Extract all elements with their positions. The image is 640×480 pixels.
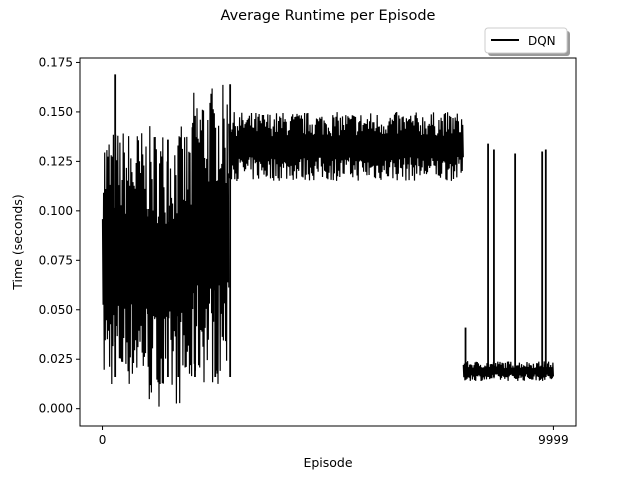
y-axis-label: Time (seconds) xyxy=(10,194,25,290)
legend-box xyxy=(484,27,568,54)
series-segment xyxy=(192,84,230,384)
y-tick-label: 0.175 xyxy=(39,55,73,69)
x-axis-label: Episode xyxy=(303,455,352,470)
series-layer xyxy=(101,74,554,407)
y-tick-label: 0.025 xyxy=(39,352,73,366)
plot-frame xyxy=(79,57,577,427)
legend-label: DQN xyxy=(528,34,556,48)
x-axis-ticks: 0 9999 xyxy=(99,426,569,447)
chart-title: Average Runtime per Episode xyxy=(221,8,436,24)
y-tick-label: 0.050 xyxy=(39,303,73,317)
x-tick-label: 9999 xyxy=(538,433,569,447)
series-segment xyxy=(147,126,194,407)
y-tick-label: 0.075 xyxy=(39,253,73,267)
y-tick-label: 0.100 xyxy=(39,204,73,218)
series-segment xyxy=(228,111,464,182)
y-axis-ticks: 0.000 0.025 0.050 0.075 0.100 0.125 0.150 0.175 xyxy=(39,55,80,416)
series-segment xyxy=(462,361,554,382)
y-tick-label: 0.125 xyxy=(39,154,73,168)
y-tick-label: 0.000 xyxy=(39,402,73,416)
legend: DQN xyxy=(484,27,570,56)
x-tick-label: 0 xyxy=(99,433,107,447)
y-tick-label: 0.150 xyxy=(39,105,73,119)
series-segment xyxy=(101,133,149,385)
